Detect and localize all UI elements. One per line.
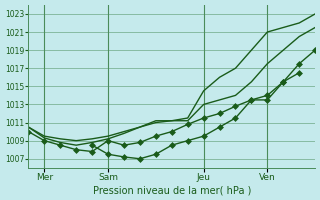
X-axis label: Pression niveau de la mer( hPa ): Pression niveau de la mer( hPa ) xyxy=(92,185,251,195)
